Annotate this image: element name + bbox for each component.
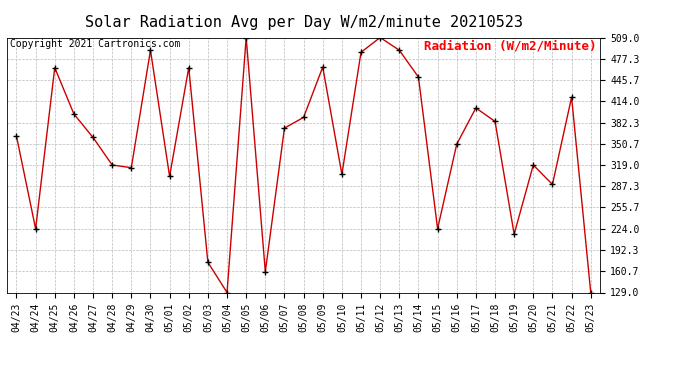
Text: Radiation (W/m2/Minute): Radiation (W/m2/Minute)	[424, 39, 597, 53]
Text: Copyright 2021 Cartronics.com: Copyright 2021 Cartronics.com	[10, 39, 181, 50]
Text: Solar Radiation Avg per Day W/m2/minute 20210523: Solar Radiation Avg per Day W/m2/minute …	[85, 15, 522, 30]
